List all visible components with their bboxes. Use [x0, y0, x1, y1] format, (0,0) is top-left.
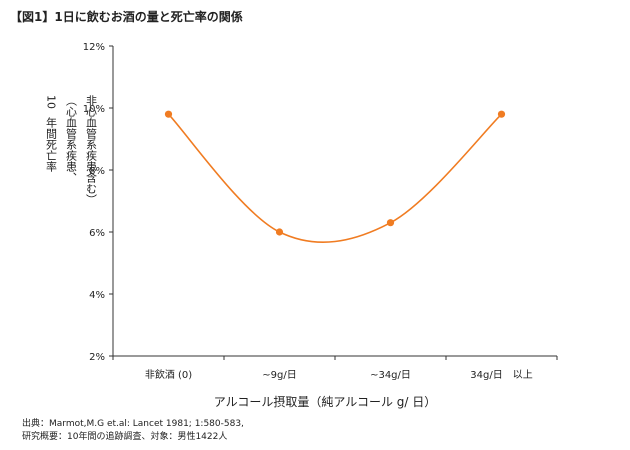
y-axis-label-line: （心血管系疾患、 — [65, 95, 78, 183]
y-tick-label: 10% — [83, 104, 105, 115]
series-line — [167, 113, 503, 243]
x-tick-label: ~34g/日 — [370, 370, 411, 381]
source-citation: 出典：Marmot,M.G et.al: Lancet 1981; 1:580-… — [22, 419, 244, 429]
y-tick-label: 2% — [89, 352, 105, 363]
x-tick-label: 34g/日 以上 — [470, 369, 532, 381]
data-point — [497, 110, 506, 118]
y-tick-label: 6% — [89, 228, 105, 239]
x-tick-label: 非飲酒 (0) — [145, 368, 192, 381]
data-point — [386, 219, 395, 227]
x-tick-label: ~9g/日 — [262, 370, 296, 381]
study-summary: 研究概要：10年間の追跡調査、対象：男性1422人 — [22, 432, 228, 442]
source-note: 出典：Marmot,M.G et.al: Lancet 1981; 1:580-… — [22, 418, 244, 444]
y-axis-label-line: 10 — [45, 95, 58, 109]
chart-title: 【図1】1日に飲むお酒の量と死亡率の関係 — [10, 10, 243, 24]
y-tick-label: 12% — [83, 42, 105, 53]
y-tick-label: 8% — [89, 166, 105, 177]
data-point — [275, 228, 284, 236]
y-axis-label-line: 非心血管系疾患含む） — [85, 95, 98, 205]
data-point — [164, 110, 173, 118]
y-tick-label: 4% — [89, 290, 105, 301]
y-axis-label-line: 年間死亡率 — [45, 116, 58, 173]
x-axis-label: アルコール摂取量（純アルコール g/ 日） — [214, 394, 437, 409]
